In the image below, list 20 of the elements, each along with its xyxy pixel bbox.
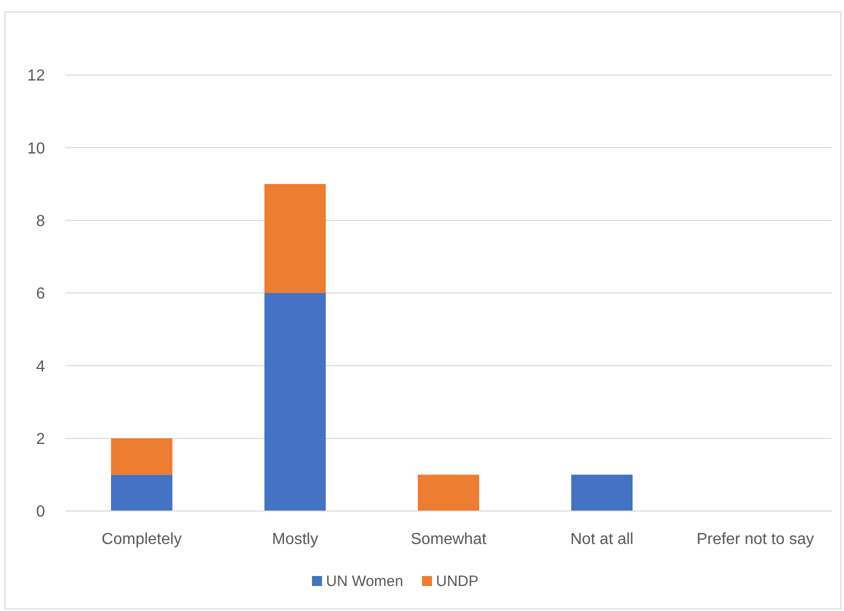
x-tick-label: Somewhat — [410, 531, 487, 548]
y-tick-label: 10 — [27, 140, 46, 158]
bar — [418, 474, 480, 511]
x-tick-label: Not at all — [570, 531, 634, 548]
bar — [111, 438, 172, 475]
y-tick-label: 0 — [36, 504, 46, 521]
y-tick-label: 12 — [27, 68, 46, 85]
legend-label: UNDP — [436, 573, 479, 590]
bar — [264, 184, 326, 293]
bar — [111, 474, 172, 511]
y-tick-label: 2 — [36, 430, 46, 448]
y-tick-label: 6 — [36, 286, 46, 303]
y-tick-label: 4 — [36, 358, 46, 376]
y-tick-label: 8 — [36, 212, 46, 230]
x-tick-label: Prefer not to say — [696, 531, 814, 548]
x-tick-label: Completely — [102, 531, 182, 548]
legend-label: UN Women — [326, 573, 404, 590]
bar — [571, 474, 633, 511]
bar — [264, 293, 326, 511]
x-tick-label: Mostly — [272, 531, 318, 548]
